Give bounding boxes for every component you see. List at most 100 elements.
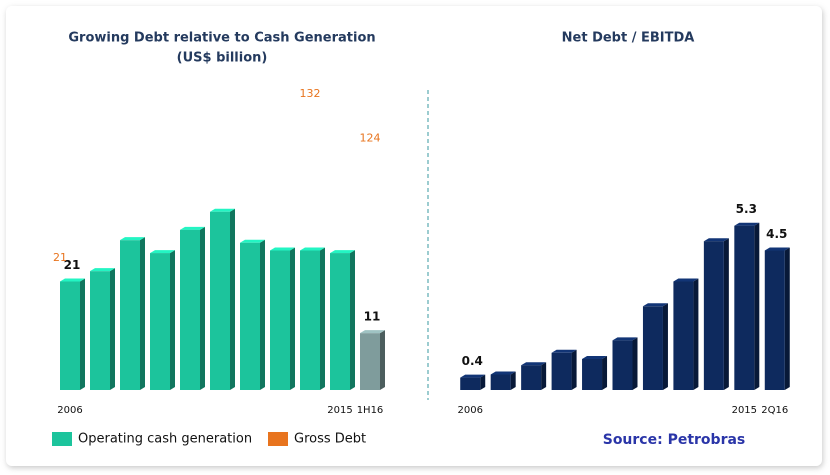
bar-face <box>734 222 760 226</box>
bar-face <box>612 337 638 341</box>
bar <box>120 237 145 390</box>
bar-face <box>330 250 355 254</box>
bar <box>330 250 355 390</box>
bar <box>612 337 638 390</box>
bar-face <box>330 253 350 390</box>
value-label: 21 <box>64 258 81 272</box>
bar-face <box>693 278 699 390</box>
bar-face <box>521 365 542 390</box>
bar-face <box>80 278 85 390</box>
bar-face <box>240 242 260 390</box>
bar-face <box>320 247 325 390</box>
bar-face <box>490 374 511 390</box>
bar-face <box>764 250 785 390</box>
bar-face <box>210 211 230 390</box>
bar-face <box>521 362 547 366</box>
line-label: 132 <box>300 87 321 100</box>
bar <box>210 208 235 390</box>
bar <box>703 238 729 390</box>
bar-face <box>60 278 85 282</box>
bar-face <box>150 250 175 254</box>
chart-title: Net Debt / EBITDA <box>562 31 695 46</box>
x-tick-label: 2006 <box>57 405 82 416</box>
x-tick-label: 2Q16 <box>761 405 788 416</box>
bar-face <box>551 352 572 390</box>
bar-face <box>571 349 577 390</box>
bar <box>582 356 608 390</box>
bar-face <box>551 349 577 353</box>
bar-face <box>490 371 516 375</box>
bar-face <box>270 250 290 390</box>
bar <box>490 371 516 390</box>
bar-face <box>662 303 668 390</box>
bar-face <box>120 237 145 241</box>
bar <box>460 374 486 390</box>
x-tick-label: 2015 <box>327 405 352 416</box>
bar-face <box>380 330 385 390</box>
bar-face <box>300 250 320 390</box>
bar <box>270 247 295 390</box>
bar-face <box>723 238 729 390</box>
bar-face <box>90 268 115 272</box>
bar-face <box>90 271 110 390</box>
chart-title: Growing Debt relative to Cash Generation <box>68 31 375 46</box>
bar <box>642 303 668 390</box>
bar-face <box>150 253 170 390</box>
source: Source: Petrobras <box>603 432 746 448</box>
value-label: 11 <box>364 310 381 324</box>
value-label: 4.5 <box>766 227 787 241</box>
bar-face <box>180 229 200 390</box>
bar <box>734 222 760 390</box>
x-tick-label: 2006 <box>458 405 483 416</box>
bar-face <box>632 337 638 390</box>
line-label: 124 <box>360 131 381 144</box>
bar-face <box>290 247 295 390</box>
value-label: 5.3 <box>736 202 757 216</box>
legend-swatch <box>52 432 72 446</box>
bar-face <box>140 237 145 390</box>
bar-face <box>541 362 547 390</box>
bar-face <box>480 374 486 390</box>
bar-face <box>642 303 668 307</box>
bar-face <box>360 333 380 390</box>
bar-face <box>673 278 699 282</box>
bar-face <box>230 208 235 390</box>
panel <box>6 6 822 466</box>
bar-face <box>110 268 115 390</box>
bar-face <box>460 374 486 378</box>
bar-face <box>360 330 385 334</box>
bar-face <box>350 250 355 390</box>
bar-face <box>300 247 325 251</box>
value-label: 0.4 <box>462 354 483 368</box>
bar <box>240 239 265 390</box>
bar-face <box>270 247 295 251</box>
chart-subtitle: (US$ billion) <box>177 51 268 66</box>
bar-face <box>210 208 235 212</box>
bar-face <box>612 340 633 390</box>
bar-face <box>582 359 603 390</box>
line-label: 21 <box>53 251 67 264</box>
bar-face <box>734 225 755 390</box>
bar-face <box>240 239 265 243</box>
bar-face <box>460 377 481 390</box>
bar <box>360 330 385 390</box>
bar-face <box>60 281 80 390</box>
bar-face <box>764 247 790 251</box>
legend-swatch <box>268 432 288 446</box>
bar <box>90 268 115 390</box>
bar <box>764 247 790 390</box>
bar-face <box>784 247 790 390</box>
bar-face <box>602 356 608 390</box>
bar-face <box>642 306 663 390</box>
bar-face <box>582 356 608 359</box>
bar <box>60 278 85 390</box>
bar-face <box>200 226 205 390</box>
bar <box>180 226 205 390</box>
bar-face <box>170 250 175 390</box>
x-tick-label: 1H16 <box>357 405 384 416</box>
bar-face <box>260 239 265 390</box>
bar <box>150 250 175 390</box>
bar <box>300 247 325 390</box>
bar <box>551 349 577 390</box>
bar-face <box>703 241 724 390</box>
